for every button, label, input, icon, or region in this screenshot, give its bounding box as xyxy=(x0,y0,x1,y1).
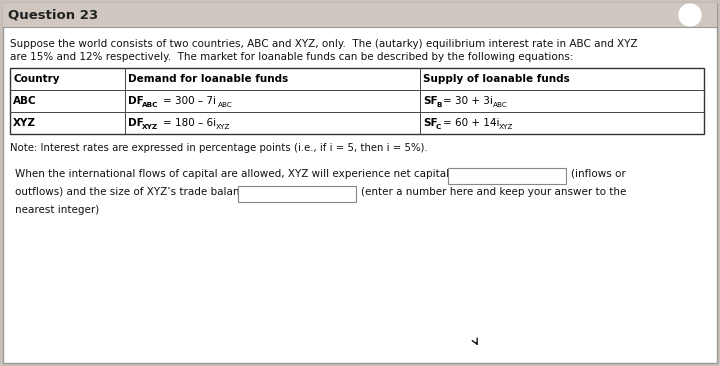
Text: SF: SF xyxy=(423,118,438,128)
Text: are 15% and 12% respectively.  The market for loanable funds can be described by: are 15% and 12% respectively. The market… xyxy=(10,52,574,62)
Text: When the international flows of capital are allowed, XYZ will experience net cap: When the international flows of capital … xyxy=(15,169,449,179)
Text: = 300 – 7i: = 300 – 7i xyxy=(163,96,216,106)
Bar xyxy=(448,168,566,184)
Text: Supply of loanable funds: Supply of loanable funds xyxy=(423,74,570,84)
Text: XYZ: XYZ xyxy=(499,124,513,130)
Text: nearest integer): nearest integer) xyxy=(15,205,99,215)
Text: Country: Country xyxy=(13,74,60,84)
Text: (enter a number here and keep your answer to the: (enter a number here and keep your answe… xyxy=(361,187,626,197)
Text: (inflows or: (inflows or xyxy=(571,169,626,179)
Text: = 180 – 6i: = 180 – 6i xyxy=(163,118,216,128)
Text: ABC: ABC xyxy=(142,102,158,108)
Text: Demand for loanable funds: Demand for loanable funds xyxy=(128,74,288,84)
Text: DF: DF xyxy=(128,96,144,106)
Bar xyxy=(3,3,717,27)
Circle shape xyxy=(679,4,701,26)
Text: Note: Interest rates are expressed in percentage points (i.e., if i = 5, then i : Note: Interest rates are expressed in pe… xyxy=(10,143,428,153)
Text: XYZ: XYZ xyxy=(216,124,230,130)
Bar xyxy=(10,68,704,134)
Text: SF: SF xyxy=(423,96,438,106)
Text: = 30 + 3i: = 30 + 3i xyxy=(443,96,493,106)
Text: DF: DF xyxy=(128,118,144,128)
Text: Question 23: Question 23 xyxy=(8,8,98,22)
Text: B: B xyxy=(436,102,441,108)
Text: = 60 + 14i: = 60 + 14i xyxy=(443,118,500,128)
Text: ABC: ABC xyxy=(13,96,37,106)
Text: C: C xyxy=(436,124,441,130)
Text: Suppose the world consists of two countries, ABC and XYZ, only.  The (autarky) e: Suppose the world consists of two countr… xyxy=(10,39,637,49)
Text: ABC: ABC xyxy=(493,102,508,108)
Bar xyxy=(238,186,356,202)
Text: XYZ: XYZ xyxy=(142,124,158,130)
Text: XYZ: XYZ xyxy=(13,118,36,128)
Text: outflows) and the size of XYZ’s trade balance is: outflows) and the size of XYZ’s trade ba… xyxy=(15,187,264,197)
Text: ABC: ABC xyxy=(218,102,233,108)
